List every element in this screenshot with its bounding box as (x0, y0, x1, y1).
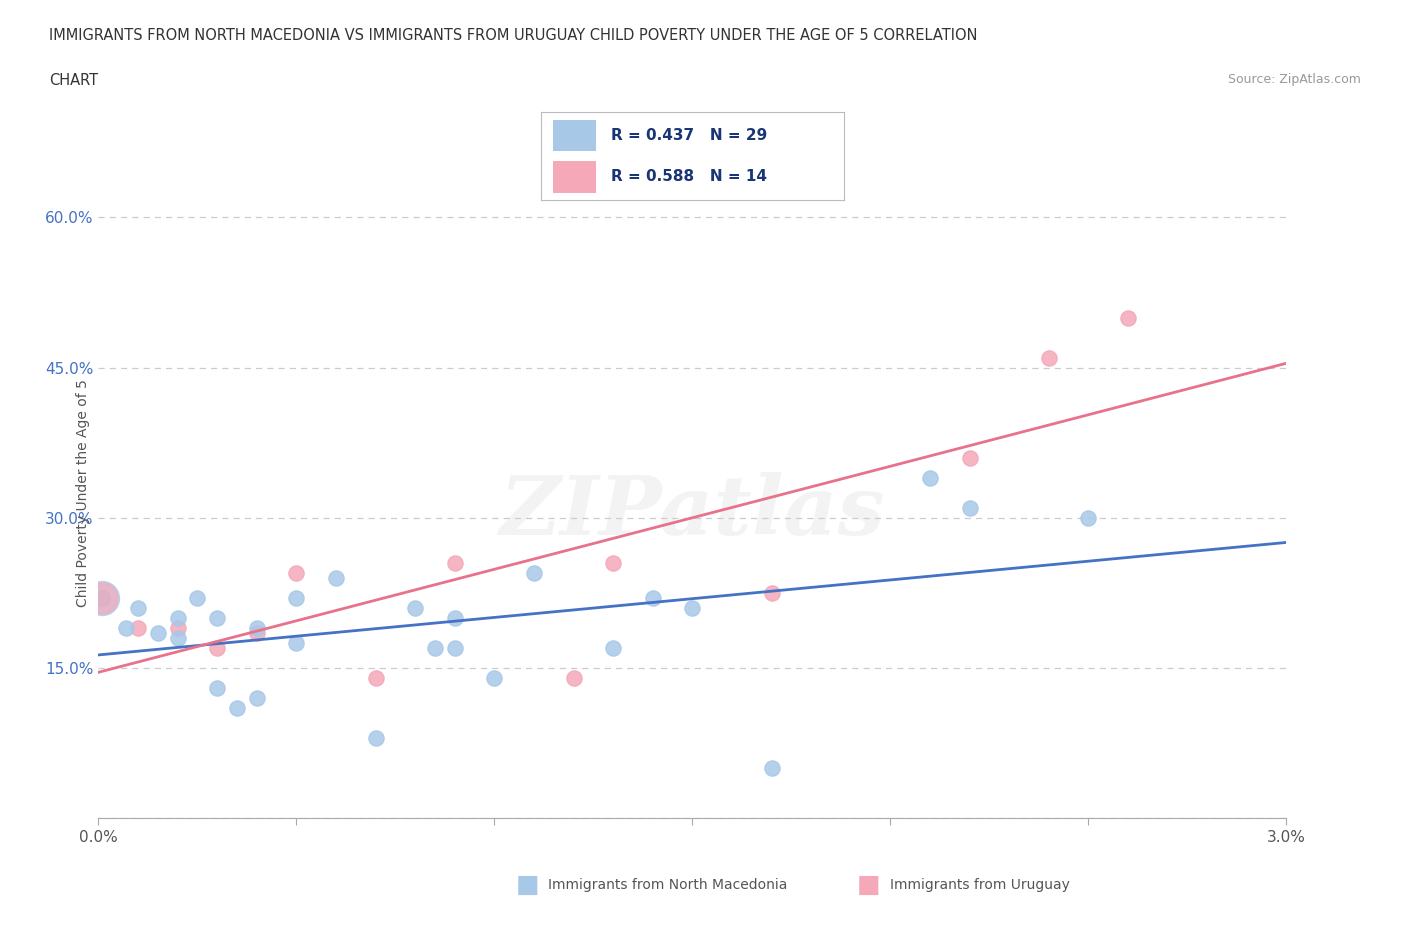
Point (285, 636, 308, 651)
Text: R = 0.437   N = 29: R = 0.437 N = 29 (610, 128, 768, 143)
Point (444, 611, 467, 626)
Point (226, 701, 249, 716)
Point (562, 671, 585, 685)
Point (484, 671, 506, 685)
Y-axis label: Child Poverty Under the Age of 5: Child Poverty Under the Age of 5 (76, 379, 90, 607)
Point (285, 591, 308, 605)
Point (682, 601, 704, 616)
Point (91, 591, 114, 605)
Point (246, 626, 269, 641)
Point (959, 450, 981, 465)
Point (444, 641, 467, 656)
Point (127, 620, 149, 635)
Point (444, 555, 467, 570)
Point (364, 731, 387, 746)
Point (91, 591, 114, 605)
Point (146, 626, 169, 641)
Text: Immigrants from North Macedonia: Immigrants from North Macedonia (548, 878, 787, 893)
Bar (554, 120, 596, 152)
Point (325, 571, 347, 586)
Point (404, 601, 426, 616)
Bar (554, 161, 596, 193)
Point (207, 681, 229, 696)
Point (127, 601, 149, 616)
Text: CHART: CHART (49, 73, 98, 87)
Point (285, 565, 308, 580)
Point (186, 591, 208, 605)
Point (761, 761, 783, 776)
Text: Source: ZipAtlas.com: Source: ZipAtlas.com (1227, 73, 1361, 86)
Point (207, 641, 229, 656)
Text: Immigrants from Uruguay: Immigrants from Uruguay (890, 878, 1070, 893)
Point (761, 586, 783, 601)
Point (1116, 311, 1139, 325)
Point (246, 620, 269, 635)
Point (602, 555, 624, 570)
Text: R = 0.588   N = 14: R = 0.588 N = 14 (610, 169, 766, 184)
Point (641, 591, 664, 605)
Point (1038, 351, 1060, 365)
Point (166, 620, 188, 635)
Text: ■: ■ (516, 873, 538, 897)
Point (423, 641, 446, 656)
Point (602, 641, 624, 656)
Text: IMMIGRANTS FROM NORTH MACEDONIA VS IMMIGRANTS FROM URUGUAY CHILD POVERTY UNDER T: IMMIGRANTS FROM NORTH MACEDONIA VS IMMIG… (49, 28, 977, 43)
Point (246, 691, 269, 706)
Point (364, 671, 387, 685)
Point (1077, 511, 1099, 525)
Point (959, 500, 981, 515)
Point (920, 471, 942, 485)
Point (166, 611, 188, 626)
Point (207, 611, 229, 626)
Point (523, 565, 546, 580)
Point (91, 591, 114, 605)
Point (166, 631, 188, 645)
Text: ■: ■ (858, 873, 880, 897)
Point (115, 620, 138, 635)
Point (91, 591, 114, 605)
Text: ZIPatlas: ZIPatlas (499, 472, 886, 552)
